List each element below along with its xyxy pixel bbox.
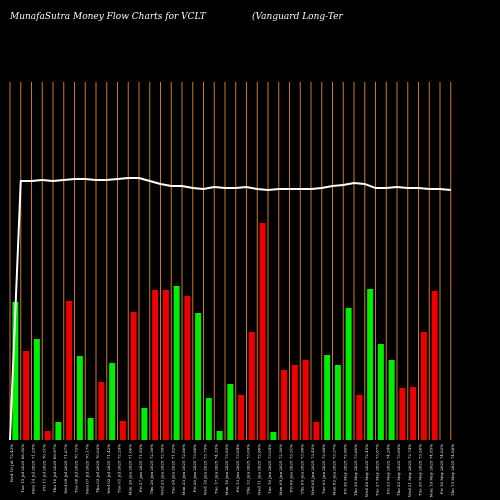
bar [33,339,40,440]
bar [55,422,62,440]
x-tick-label: Tue 27 May 2025 73.87% [375,444,380,496]
x-tick-label: Tue 17 Jun 2025 74.33% [213,444,218,494]
x-tick-label: Tue 10 Jun 2025 73.04% [267,444,272,494]
bar [162,290,169,440]
bar [23,351,30,440]
x-tick-label: Fri 23 May 2025 74.24% [385,444,390,495]
bar [152,290,159,440]
bar [109,363,116,440]
x-tick-label: Mon 14 Jul 2025 71.25% [31,444,36,494]
x-tick-label: Tue 01 Jul 2025 72.29% [117,444,122,493]
bar [248,332,255,440]
x-tick-label: Wed 16 Jul 72.43% [9,444,14,483]
bar [324,355,331,440]
x-tick-label: Wed 18 Jun 2025 73.75% [203,444,208,495]
bar [302,360,309,440]
bar [205,398,212,440]
bar [270,432,277,440]
x-tick-label: Mon 19 May 2025 74.85% [428,444,433,498]
x-tick-label: Tue 08 Jul 2025 70.72% [74,444,79,493]
x-tick-label: Mon 09 Jun 2025 72.30% [278,444,283,496]
x-tick-label: Thu 05 Jun 2025 73.96% [299,444,304,494]
x-tick-label: Thu 10 Jul 2025 69.97% [52,444,57,493]
bar [345,308,352,440]
bar [399,388,406,440]
x-tick-label: Wed 28 May 2025 72.45% [364,444,369,497]
x-tick-label: Thu 29 May 2025 73.60% [353,444,358,496]
bar [76,356,83,440]
x-tick-label: Thu 03 Jul 2025 70.63% [95,444,100,493]
x-tick-label: Wed 25 Jun 2025 72.58% [160,444,165,495]
bar [238,395,245,440]
bar [356,395,363,440]
x-tick-label: Wed 09 Jul 2025 71.87% [63,444,68,494]
x-tick-label: Fri 30 May 2025 72.80% [342,444,347,495]
bar [388,360,395,440]
bar [410,387,417,440]
bar [313,422,320,440]
x-tick-label: Fri 16 May 2025 74.63% [439,444,444,495]
x-tick-label: Tue 20 May 2025 73.26% [418,444,423,496]
bar [98,382,105,440]
x-tick-label: Tue 24 Jun 2025 71.82% [170,444,175,494]
x-tick-label: Thu 12 Jun 2025 73.09% [246,444,251,494]
x-tick-label: Fri 06 Jun 2025 73.51% [289,444,294,493]
bar [173,286,180,440]
bar [216,431,223,440]
bar [367,289,374,440]
bar [281,370,288,440]
x-tick-label: Thu 22 May 2025 73.69% [396,444,401,496]
x-tick-label: Mon 07 Jul 2025 70.17% [84,444,89,494]
x-tick-label: Fri 27 Jun 2025 71.93% [138,444,143,493]
x-tick-label: Mon 23 Jun 2025 72.86% [181,444,186,496]
x-tick-label: Fri 20 Jun 2025 73.66% [192,444,197,493]
bar [420,332,427,440]
bar [66,301,73,440]
x-tick-label: Fri 11 Jul 2025 70.31% [41,444,46,491]
money-flow-line [9,177,451,441]
x-tick-label: Fri 13 Jun 2025 73.64% [235,444,240,493]
bar [184,296,191,440]
x-tick-label: Mon 02 Jun 2025 73.37% [332,444,337,496]
x-tick-label: Thu 26 Jun 2025 72.36% [149,444,154,494]
bar [195,313,202,440]
x-tick-label: Mon 30 Jun 2025 71.66% [127,444,132,496]
bar [259,223,266,440]
bar [291,365,298,440]
bar [44,431,51,440]
x-tick-label: Wed 11 Jun 2025 72.86% [256,444,261,495]
x-tick-label: Thu 15 May 2025 74.88% [450,444,455,496]
x-tick-label: Tue 15 Jul 2025 68.30% [20,444,25,493]
x-tick-label: Tue 03 Jun 2025 72.98% [321,444,326,494]
bar [141,408,148,440]
chart-title: MunafaSutra Money Flow Charts for VCLT [10,12,206,22]
bar [431,291,438,440]
x-tick-label: Mon 16 Jun 2025 73.85% [224,444,229,496]
chart-subtitle: (Vanguard Long-Ter [252,12,343,22]
x-tick-label: Wed 21 May 2025 72.74% [407,444,412,497]
bar [12,302,19,440]
bar [119,421,126,440]
bar [227,384,234,440]
x-tick-label: Wed 04 Jun 2025 73.45% [310,444,315,495]
x-tick-label: Wed 02 Jul 2025 71.42% [106,444,111,494]
bar [87,418,94,440]
bar [377,344,384,440]
bar [130,312,137,440]
bar [334,365,341,440]
